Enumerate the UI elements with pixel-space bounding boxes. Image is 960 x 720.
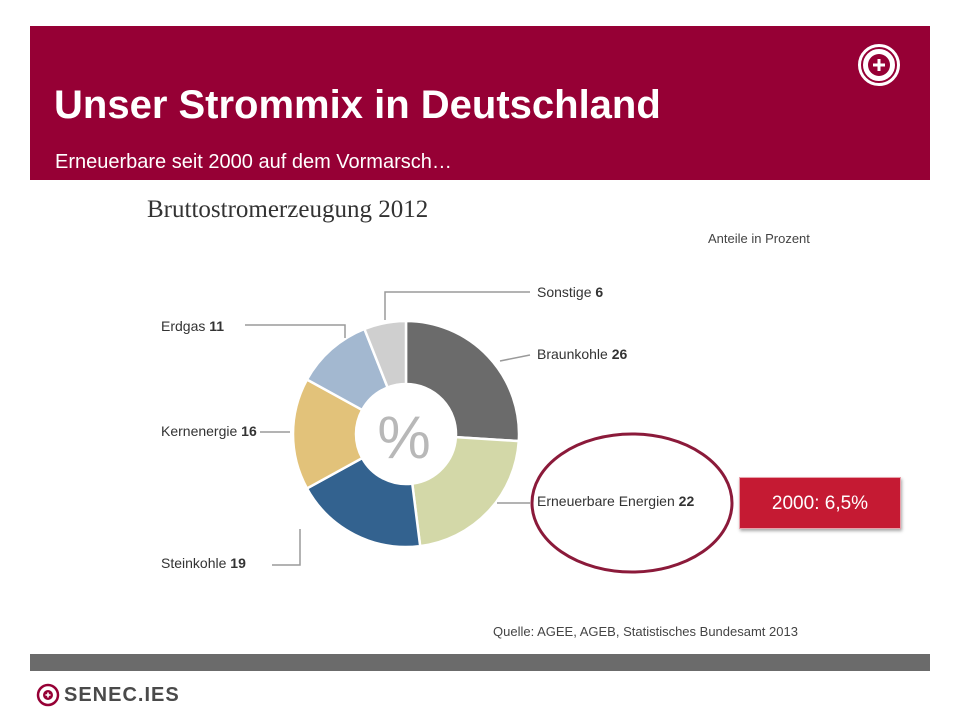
slice-label-erneuerbare-energien: Erneuerbare Energien 22 bbox=[537, 493, 694, 509]
brand-wordmark: SENEC.IES bbox=[64, 683, 180, 706]
pie-slice-sonstige bbox=[362, 319, 408, 390]
slice-label-braunkohle: Braunkohle 26 bbox=[537, 346, 627, 362]
slide-title: Unser Strommix in Deutschland bbox=[54, 83, 661, 127]
slice-value: 11 bbox=[209, 318, 225, 334]
slice-value: 16 bbox=[241, 423, 257, 439]
chart-unit-label: Anteile in Prozent bbox=[708, 231, 810, 246]
slice-label-erdgas: Erdgas 11 bbox=[161, 318, 224, 334]
slice-value: 19 bbox=[230, 555, 246, 571]
brand-emblem-icon bbox=[856, 42, 902, 88]
slice-label-text: Steinkohle bbox=[161, 555, 231, 571]
leader-line bbox=[499, 354, 531, 362]
slice-label-text: Sonstige bbox=[537, 284, 596, 300]
pie-slice-braunkohle bbox=[404, 319, 521, 443]
slice-value: 22 bbox=[678, 493, 695, 509]
slice-label-text: Braunkohle bbox=[537, 346, 612, 362]
pie-slice-erneuerbare-energien bbox=[410, 435, 521, 548]
footer-bar bbox=[30, 654, 930, 671]
slice-label-text: Kernenergie bbox=[161, 423, 242, 439]
leader-line bbox=[272, 529, 301, 566]
donut-hole bbox=[357, 385, 455, 483]
chart-title: Bruttostromerzeugung 2012 bbox=[147, 196, 429, 223]
leader-line bbox=[245, 324, 346, 338]
slice-label-text: Erdgas bbox=[161, 318, 210, 334]
slide-subtitle: Erneuerbare seit 2000 auf dem Vormarsch… bbox=[55, 151, 452, 173]
pie-slice-steinkohle bbox=[305, 456, 422, 549]
slice-label-kernenergie: Kernenergie 16 bbox=[161, 423, 257, 439]
highlight-ellipse bbox=[530, 432, 734, 574]
chart-source: Quelle: AGEE, AGEB, Statistisches Bundes… bbox=[493, 624, 798, 639]
footer-logo: SENEC.IES bbox=[36, 682, 180, 708]
callout-2000-share: 2000: 6,5% bbox=[739, 477, 901, 529]
leader-line bbox=[384, 291, 530, 320]
slice-label-steinkohle: Steinkohle 19 bbox=[161, 555, 246, 571]
slice-label-sonstige: Sonstige 6 bbox=[537, 284, 603, 300]
title-banner: Unser Strommix in Deutschland Erneuerbar… bbox=[30, 26, 930, 180]
slice-value: 6 bbox=[595, 284, 604, 300]
percent-symbol: % bbox=[377, 404, 430, 471]
slice-label-text: Erneuerbare Energien bbox=[537, 493, 679, 509]
senec-logo-icon bbox=[36, 683, 60, 707]
slice-value: 26 bbox=[611, 346, 628, 362]
